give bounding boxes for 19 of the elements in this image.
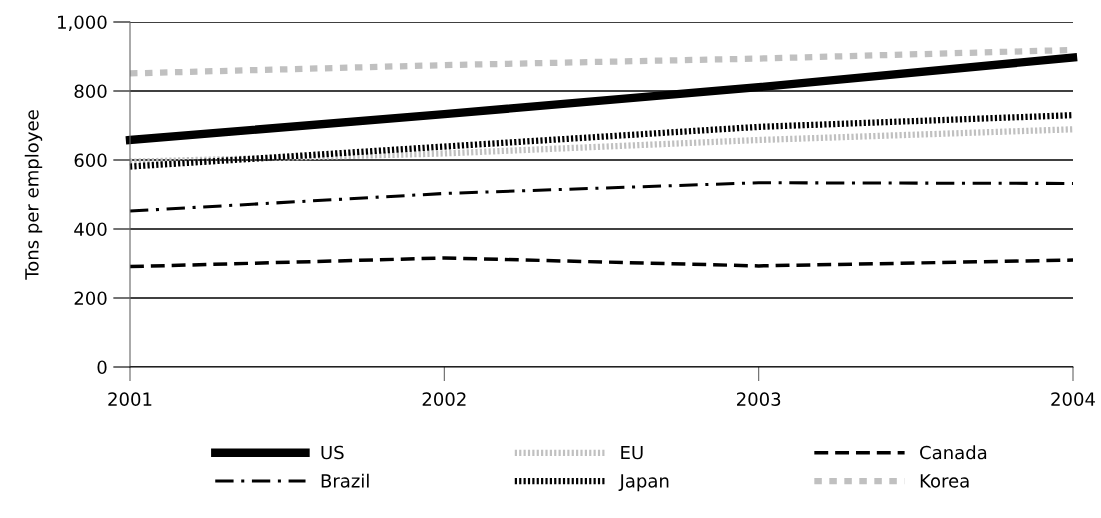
legend-label: Japan <box>618 474 669 492</box>
y-axis-title: Tons per employee <box>24 110 43 280</box>
y-tick-label: 200 <box>74 291 107 306</box>
line-series <box>128 181 1075 213</box>
legend-label: Brazil <box>321 473 369 488</box>
x-tick-label: 2001 <box>108 392 152 406</box>
legend-label: US <box>321 445 344 460</box>
y-tick-label: 600 <box>74 153 107 168</box>
y-tick-label: 1,000 <box>58 15 107 31</box>
legend-label: Korea <box>920 474 969 488</box>
y-tick-label: 0 <box>97 360 107 375</box>
x-tick-label: 2004 <box>1051 392 1095 406</box>
line-series <box>128 256 1075 269</box>
legend-label: EU <box>621 445 643 460</box>
x-tick-label: 2002 <box>422 392 466 406</box>
y-tick-label: 800 <box>74 84 107 99</box>
legend-label: Canada <box>920 445 987 460</box>
x-tick-label: 2003 <box>737 392 781 406</box>
y-tick-label: 400 <box>74 222 107 237</box>
